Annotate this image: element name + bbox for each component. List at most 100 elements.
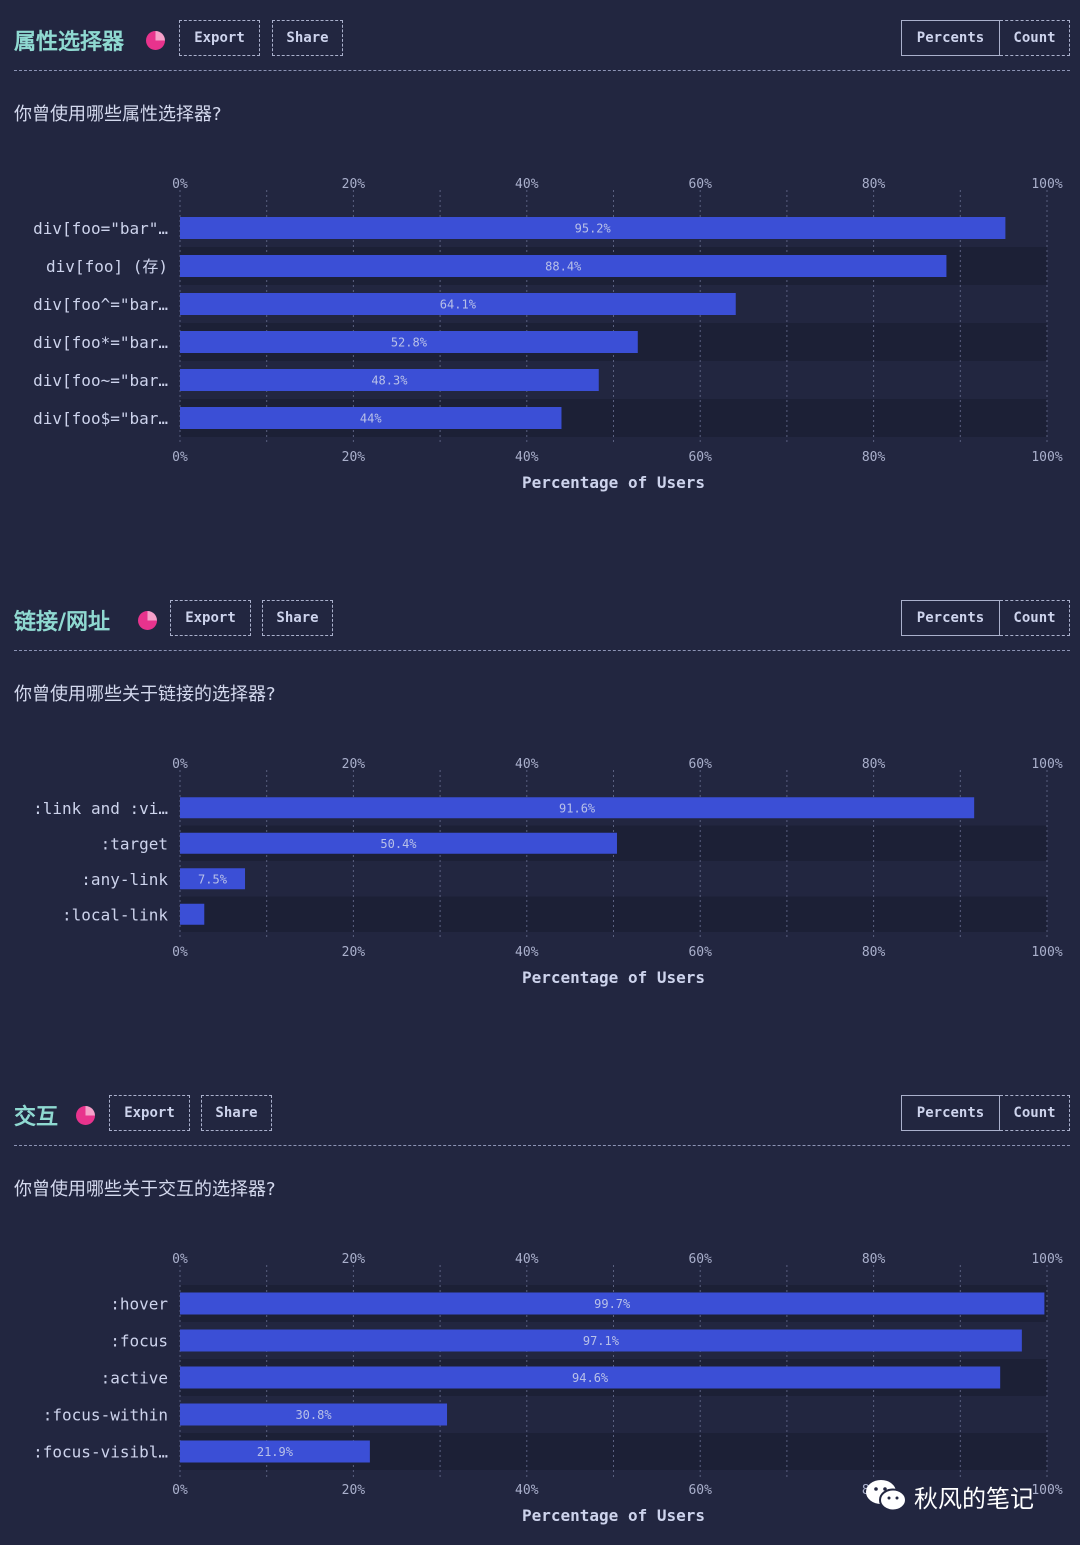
category-label: :hover	[110, 1295, 168, 1314]
section-title: 属性选择器	[14, 30, 125, 55]
pie-chart-icon	[138, 611, 157, 630]
bar[interactable]	[180, 331, 638, 353]
section-header: 链接/网址 Export Share Percents Count	[14, 600, 1070, 651]
bar[interactable]	[180, 1329, 1022, 1352]
share-button[interactable]: Share	[262, 600, 333, 636]
x-tick-label-bottom: 80%	[862, 945, 886, 960]
count-button[interactable]: Count	[1000, 20, 1070, 56]
category-label: :local-link	[62, 905, 168, 924]
bar-value-label: 88.4%	[545, 260, 582, 274]
bar-value-label: 91.6%	[559, 801, 596, 815]
units-toggle: Percents Count	[901, 600, 1070, 636]
category-label: :focus-within	[43, 1406, 168, 1425]
category-label: div[foo~="bar…	[33, 371, 168, 390]
x-tick-label-bottom: 40%	[515, 1483, 539, 1498]
watermark-text: 秋风的笔记	[914, 1484, 1034, 1513]
bar[interactable]	[180, 797, 975, 819]
category-label: :focus-visibl…	[33, 1443, 168, 1462]
x-tick-label-top: 100%	[1031, 757, 1062, 772]
x-tick-label-bottom: 40%	[515, 450, 539, 465]
x-tick-label-bottom: 80%	[862, 450, 886, 465]
x-tick-label-top: 20%	[342, 1252, 366, 1267]
x-tick-label-bottom: 20%	[342, 945, 366, 960]
question-text: 你曾使用哪些属性选择器?	[14, 104, 222, 125]
wechat-icon	[866, 1480, 907, 1512]
bar[interactable]	[180, 407, 562, 429]
x-tick-label-top: 40%	[515, 757, 539, 772]
export-button[interactable]: Export	[109, 1095, 190, 1131]
export-button[interactable]: Export	[179, 20, 260, 56]
chart-attribute-selectors: 0% 0% 20% 20% 40% 40% 60% 60% 80% 80% 100% 100% div[…	[33, 177, 1063, 492]
x-tick-label-top: 80%	[862, 177, 886, 192]
bar-value-label: 30.8%	[295, 1408, 332, 1422]
pie-chart-icon	[146, 31, 165, 50]
export-button[interactable]: Export	[170, 600, 251, 636]
x-tick-label-bottom: 40%	[515, 945, 539, 960]
x-tick-label-bottom: 0%	[172, 1483, 188, 1498]
x-tick-label-top: 80%	[862, 1252, 886, 1267]
count-button[interactable]: Count	[1000, 600, 1070, 636]
section-title: 链接/网址	[14, 610, 111, 635]
section-header: 属性选择器 Export Share Percents Count	[14, 20, 1070, 71]
x-tick-label-bottom: 0%	[172, 945, 188, 960]
units-toggle: Percents Count	[901, 1095, 1070, 1131]
share-button[interactable]: Share	[201, 1095, 272, 1131]
category-label: :active	[101, 1369, 168, 1388]
x-tick-label-top: 100%	[1031, 1252, 1062, 1267]
bar[interactable]	[180, 1403, 448, 1426]
bar[interactable]	[180, 1366, 1001, 1389]
count-button[interactable]: Count	[1000, 1095, 1070, 1131]
category-label: div[foo$="bar…	[33, 409, 168, 428]
share-button[interactable]: Share	[272, 20, 343, 56]
x-axis-label: Percentage of Users	[522, 968, 705, 987]
x-tick-label-top: 0%	[172, 757, 188, 772]
x-tick-label-top: 40%	[515, 177, 539, 192]
section-header: 交互 Export Share Percents Count	[14, 1095, 1070, 1146]
bar-value-label: 95.2%	[575, 222, 612, 236]
bar[interactable]	[180, 832, 617, 854]
x-tick-label-bottom: 20%	[342, 1483, 366, 1498]
bar[interactable]	[180, 1292, 1045, 1315]
chart-interaction-selectors: 0%0%20%20%40%40%60%60%80%80%100%100%:hov…	[33, 1252, 1063, 1525]
bar-value-label: 21.9%	[257, 1445, 294, 1459]
category-label: div[foo] (存)	[46, 257, 168, 276]
x-tick-label-top: 80%	[862, 757, 886, 772]
category-label: div[foo*="bar…	[33, 333, 168, 352]
bar-value-label: 99.7%	[594, 1297, 631, 1311]
bar[interactable]	[180, 217, 1006, 239]
x-tick-label-bottom: 100%	[1031, 450, 1062, 465]
bar-value-label: 50.4%	[380, 837, 417, 851]
percents-button[interactable]: Percents	[901, 20, 1000, 56]
bar-value-label: 52.8%	[391, 336, 428, 350]
bar[interactable]	[180, 255, 947, 277]
question-text: 你曾使用哪些关于交互的选择器?	[14, 1179, 276, 1200]
x-tick-label-top: 60%	[688, 177, 712, 192]
category-label: :any-link	[81, 870, 168, 889]
bar[interactable]	[180, 903, 205, 925]
x-tick-label-top: 0%	[172, 1252, 188, 1267]
bar-value-label: 64.1%	[440, 298, 477, 312]
x-tick-label-top: 20%	[342, 177, 366, 192]
percents-button[interactable]: Percents	[901, 1095, 1000, 1131]
bar[interactable]	[180, 1440, 370, 1463]
x-axis-label: Percentage of Users	[522, 1506, 705, 1525]
category-label: :link and :vi…	[33, 799, 168, 818]
x-tick-label-top: 40%	[515, 1252, 539, 1267]
category-label: :focus	[110, 1332, 168, 1351]
bar[interactable]	[180, 293, 736, 315]
chart-link-selectors: 0% 0% 20% 20% 40% 40% 60% 60% 80% 80% 100% 100%:lin…	[33, 757, 1063, 987]
section-title: 交互	[14, 1105, 59, 1130]
percents-button[interactable]: Percents	[901, 600, 1000, 636]
x-tick-label-bottom: 60%	[688, 1483, 712, 1498]
bar[interactable]	[180, 868, 246, 890]
bar-value-label: 48.3%	[371, 374, 408, 388]
category-label: div[foo="bar"…	[33, 219, 168, 238]
bar-value-label: 7.5%	[198, 872, 228, 886]
bar-value-label: 94.6%	[572, 1371, 609, 1385]
question-text: 你曾使用哪些关于链接的选择器?	[14, 684, 276, 705]
x-tick-label-top: 60%	[688, 757, 712, 772]
units-toggle: Percents Count	[901, 20, 1070, 56]
bar[interactable]	[180, 369, 599, 391]
x-tick-label-bottom: 60%	[688, 450, 712, 465]
x-tick-label-bottom: 20%	[342, 450, 366, 465]
